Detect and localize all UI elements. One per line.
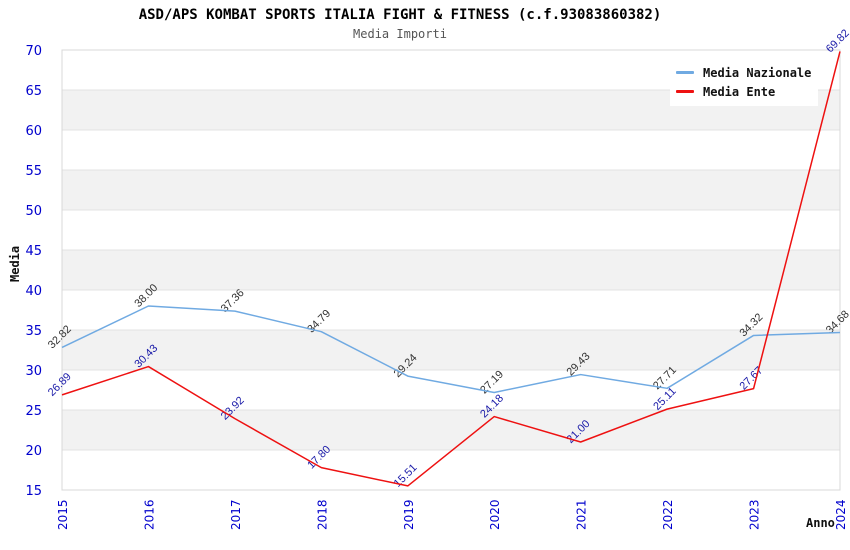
legend: Media Nazionale Media Ente: [670, 58, 818, 106]
x-tick-label: 2022: [661, 499, 675, 530]
media-ente-line-swatch: [676, 90, 694, 93]
x-tick-label: 2019: [402, 499, 416, 530]
x-tick-label: 2024: [834, 499, 848, 530]
plot-band: [62, 250, 840, 290]
y-tick-label: 20: [25, 444, 42, 459]
plot-band: [62, 410, 840, 450]
plot-band: [62, 330, 840, 370]
y-tick-label: 60: [25, 124, 42, 139]
legend-label-media-nazionale: Media Nazionale: [703, 65, 812, 80]
plot-band: [62, 170, 840, 210]
y-tick-label: 40: [25, 284, 42, 299]
x-tick-label: 2020: [488, 499, 502, 530]
x-tick-label: 2023: [748, 499, 762, 530]
plot-band: [62, 210, 840, 250]
media-nazionale-line-swatch: [676, 71, 694, 74]
legend-label-media-ente: Media Ente: [703, 84, 776, 99]
y-tick-label: 45: [25, 244, 42, 259]
y-tick-label: 35: [25, 324, 42, 339]
y-axis-title: Media: [8, 245, 22, 282]
chart-subtitle: Media Importi: [353, 27, 447, 41]
x-tick-label: 2017: [229, 499, 243, 530]
plot-border: [61, 49, 841, 491]
x-tick-label: 2016: [142, 499, 156, 530]
plot-band: [62, 130, 840, 170]
y-tick-label: 50: [25, 204, 42, 219]
x-axis-title: Anno: [806, 516, 835, 530]
media-ente-line: [61, 51, 841, 487]
legend-item-media-nazionale: Media Nazionale: [676, 63, 818, 82]
page-title: ASD/APS KOMBAT SPORTS ITALIA FIGHT & FIT…: [138, 7, 662, 23]
media-nazionale-line: [61, 305, 841, 394]
y-tick-label: 70: [25, 44, 42, 59]
plot-band: [62, 290, 840, 330]
x-tick-label: 2021: [575, 499, 589, 530]
y-tick-label: 30: [25, 364, 42, 379]
x-tick-label: 2015: [56, 499, 70, 530]
y-tick-label: 65: [25, 84, 42, 99]
y-tick-label: 15: [25, 484, 42, 499]
y-tick-label: 25: [25, 404, 42, 419]
y-tick-label: 55: [25, 164, 42, 179]
plot-band: [62, 370, 840, 410]
x-tick-label: 2018: [315, 499, 329, 530]
legend-item-media-ente: Media Ente: [676, 82, 818, 101]
plot-band: [62, 450, 840, 490]
